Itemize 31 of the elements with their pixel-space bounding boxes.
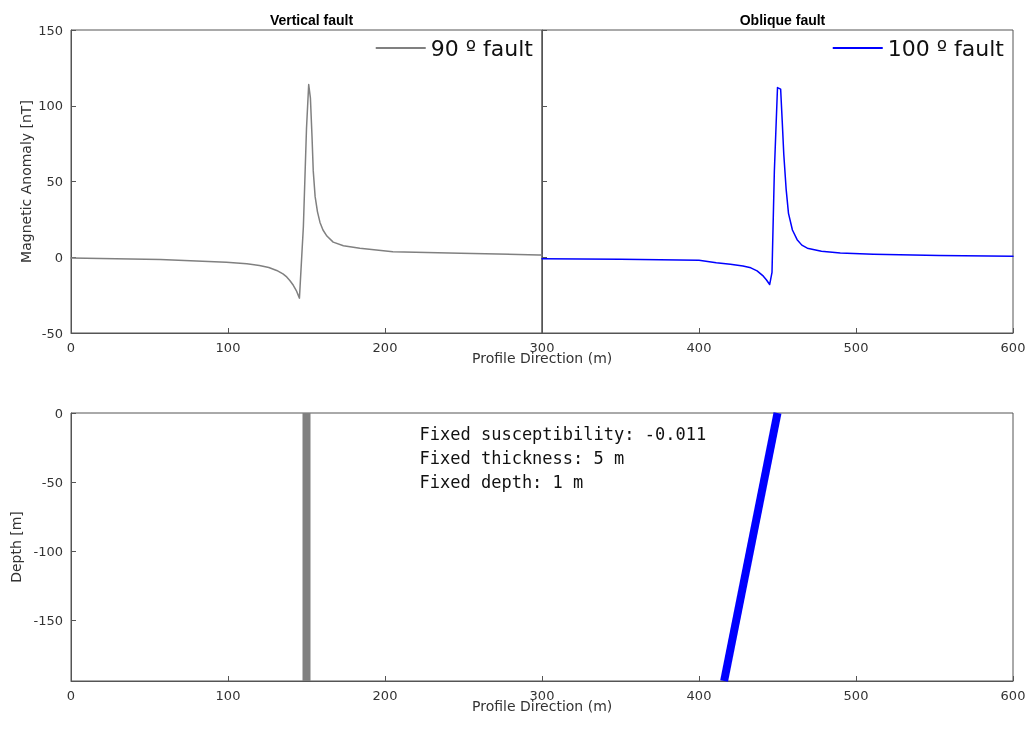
- x-tick-label: 500: [843, 688, 869, 703]
- chart-title: Oblique fault: [739, 12, 826, 28]
- y-axis-title: Magnetic Anomaly [nT]: [18, 100, 34, 263]
- y-tick-label: 0: [54, 405, 63, 421]
- x-tick-label: 600: [1000, 688, 1026, 703]
- annotation: Fixed depth: 1 m: [419, 471, 584, 492]
- x-tick-label: 500: [843, 340, 869, 355]
- y-tick-label: -150: [33, 612, 63, 628]
- y-tick-label: 50: [46, 174, 63, 189]
- y-tick-label: 150: [38, 22, 63, 38]
- annotation: Fixed susceptibility: -0.011: [419, 423, 707, 444]
- legend-label: 100 º fault: [887, 35, 1005, 61]
- x-tick-label: 0: [66, 688, 76, 703]
- y-tick-label: -100: [33, 543, 63, 559]
- annotation: Fixed thickness: 5 m: [419, 447, 625, 468]
- line-series: [70, 83, 543, 299]
- x-tick-label: 200: [372, 688, 398, 703]
- y-tick-label: 0: [54, 249, 63, 265]
- y-tick-label: -50: [41, 325, 63, 341]
- y-tick-label: -50: [41, 474, 63, 490]
- x-tick-label: 400: [686, 688, 712, 703]
- y-axis-title: Depth [m]: [7, 511, 24, 583]
- x-tick-label: 200: [372, 340, 398, 355]
- y-tick-label: 100: [38, 98, 63, 114]
- legend-label: 90 º fault: [430, 35, 534, 61]
- x-tick-label: 600: [1000, 340, 1026, 355]
- chart-title: Vertical fault: [269, 12, 354, 28]
- x-tick-label: 100: [215, 688, 241, 703]
- x-tick-label: 100: [215, 340, 241, 355]
- x-tick-label: 400: [686, 340, 712, 355]
- x-tick-label: 0: [66, 340, 76, 355]
